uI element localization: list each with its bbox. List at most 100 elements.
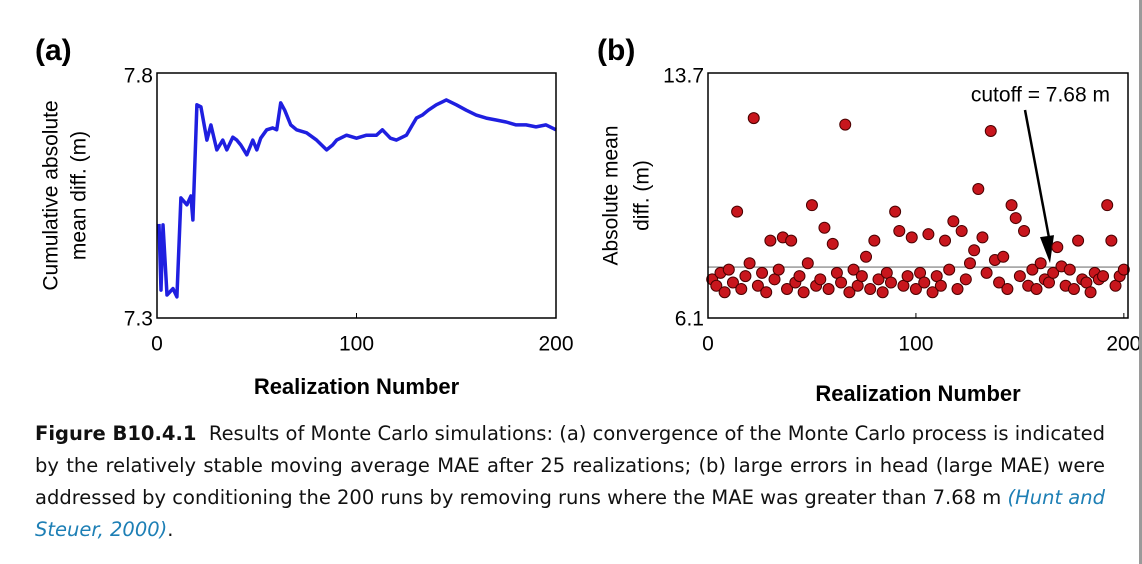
point — [843, 286, 856, 299]
point — [855, 270, 868, 283]
point — [963, 257, 976, 270]
point — [984, 125, 997, 138]
point — [793, 270, 806, 283]
line — [157, 98, 557, 299]
y-axis-label: Absolute mean — [600, 125, 623, 265]
point — [835, 276, 848, 289]
y-tick-label: 7.3 — [124, 308, 153, 331]
point — [1105, 234, 1118, 247]
x-tick-label: 0 — [151, 333, 163, 356]
point — [1001, 282, 1014, 295]
point — [934, 279, 947, 292]
point — [926, 286, 939, 299]
y-tick-label: 7.8 — [124, 65, 153, 88]
point — [735, 282, 748, 295]
point — [1018, 224, 1031, 237]
point — [772, 263, 785, 276]
point — [1013, 270, 1026, 283]
point — [997, 250, 1010, 263]
point — [901, 270, 914, 283]
point — [1009, 212, 1022, 225]
point — [972, 183, 985, 196]
point — [1026, 263, 1039, 276]
x-tick-label: 200 — [1106, 333, 1141, 356]
point — [918, 276, 931, 289]
charts: (a) Cumulative absolute mean diff. (m) Real… — [35, 34, 1141, 406]
point — [980, 266, 993, 279]
point — [797, 286, 810, 299]
point — [847, 263, 860, 276]
point — [1117, 263, 1130, 276]
point — [909, 282, 922, 295]
point — [1072, 234, 1085, 247]
point — [743, 257, 756, 270]
point — [839, 118, 852, 131]
caption: Figure B10.4.1 Results of Monte Carlo si… — [35, 418, 1105, 546]
point — [801, 257, 814, 270]
point — [1005, 199, 1018, 212]
point — [905, 231, 918, 244]
point — [968, 244, 981, 257]
panel-label: (a) — [35, 34, 72, 67]
x-axis-label: Realization Number — [815, 381, 1021, 406]
plot-frame — [156, 72, 557, 319]
point — [756, 266, 769, 279]
caption-text: Results of Monte Carlo simulations: (a) … — [35, 422, 1106, 509]
point — [1101, 199, 1114, 212]
point — [993, 276, 1006, 289]
point — [884, 276, 897, 289]
point — [939, 234, 952, 247]
y-tick-label: 13.7 — [663, 65, 704, 88]
y-axis-label: diff. (m) — [631, 160, 654, 231]
point — [731, 205, 744, 218]
point — [710, 279, 723, 292]
point — [826, 237, 839, 250]
plot-frame — [707, 72, 1129, 319]
point — [1047, 266, 1060, 279]
point — [876, 286, 889, 299]
point — [959, 273, 972, 286]
point — [781, 282, 794, 295]
y-tick-label: 6.1 — [675, 308, 704, 331]
point — [868, 234, 881, 247]
point — [893, 224, 906, 237]
point — [1034, 257, 1047, 270]
point — [718, 286, 731, 299]
point — [739, 270, 752, 283]
point — [722, 263, 735, 276]
point — [751, 279, 764, 292]
point — [864, 282, 877, 295]
point — [955, 224, 968, 237]
point — [726, 276, 739, 289]
arrow-head — [1040, 235, 1054, 264]
caption-label: Figure B10.4.1 — [35, 422, 197, 445]
y-axis-label: mean diff. (m) — [68, 131, 91, 260]
citation: (Hunt and Steuer, 2000) — [35, 486, 1105, 541]
x-tick-label: 100 — [339, 333, 374, 356]
point — [805, 199, 818, 212]
x-axis-label: Realization Number — [254, 374, 460, 399]
point — [947, 215, 960, 228]
point — [822, 282, 835, 295]
point — [943, 263, 956, 276]
arrow-shaft — [1023, 109, 1052, 244]
point — [1063, 263, 1076, 276]
point — [951, 282, 964, 295]
point — [747, 112, 760, 125]
panel-label: (b) — [597, 34, 635, 67]
point — [1051, 241, 1064, 254]
point — [976, 231, 989, 244]
y-axis-label: Cumulative absolute — [40, 100, 63, 290]
x-tick-label: 200 — [538, 333, 573, 356]
point — [760, 286, 773, 299]
point — [818, 221, 831, 234]
point — [889, 205, 902, 218]
point — [1067, 282, 1080, 295]
point — [1030, 282, 1043, 295]
point — [860, 250, 873, 263]
point — [872, 273, 885, 286]
point — [922, 228, 935, 241]
point — [814, 273, 827, 286]
caption-end: . — [167, 518, 174, 541]
